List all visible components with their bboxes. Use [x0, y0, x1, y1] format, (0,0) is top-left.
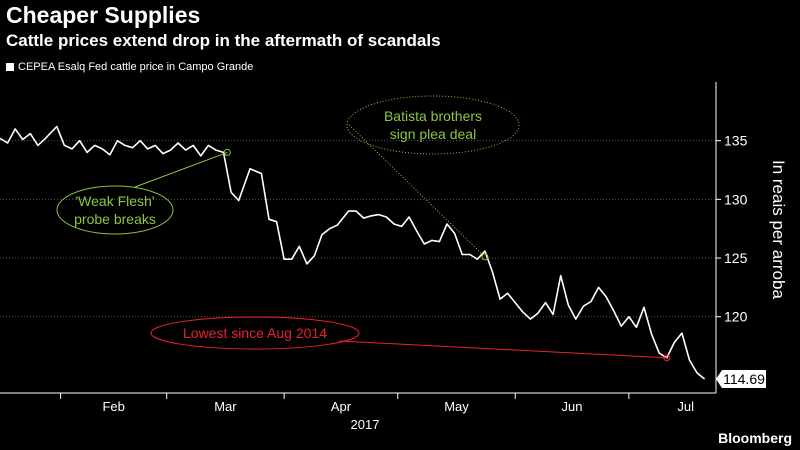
y-tick-label: 120	[724, 309, 748, 325]
x-tick-label: Feb	[102, 399, 124, 414]
x-tick-label: May	[444, 399, 469, 414]
annotation-text: Batista brothers	[384, 108, 482, 124]
x-tick-label: Jul	[677, 399, 694, 414]
series-line	[0, 125, 706, 380]
annotation-text: 'Weak Flesh'	[75, 193, 154, 209]
x-axis-label: 2017	[351, 417, 380, 432]
annotation-leader	[348, 124, 486, 258]
bloomberg-logo: Bloomberg	[718, 430, 792, 446]
chart-subtitle: Cattle prices extend drop in the afterma…	[6, 31, 441, 50]
annotation-marker	[663, 354, 671, 362]
y-tick-label: 130	[724, 191, 748, 207]
annotation-text: Lowest since Aug 2014	[183, 325, 327, 341]
x-tick-label: Jun	[562, 399, 583, 414]
annotation-bubble	[346, 95, 520, 155]
legend-swatch	[6, 63, 14, 71]
chart-legend: CEPEA Esalq Fed cattle price in Campo Gr…	[6, 61, 253, 73]
x-tick-label: Apr	[331, 399, 352, 414]
annotation-marker	[223, 148, 231, 156]
last-value-label: 114.69	[723, 371, 765, 387]
y-tick-label: 125	[724, 250, 748, 266]
annotation-leader	[338, 340, 667, 359]
annotation-marker	[481, 253, 489, 261]
last-value-badge	[716, 370, 766, 389]
chart-title: Cheaper Supplies	[6, 2, 201, 28]
annotation-text: probe breaks	[74, 211, 156, 227]
annotation-text: sign plea deal	[390, 126, 476, 142]
annotation-bubble	[56, 185, 174, 235]
annotation-bubble	[150, 316, 360, 350]
legend-label: CEPEA Esalq Fed cattle price in Campo Gr…	[18, 61, 254, 73]
annotation-leader	[134, 151, 228, 188]
y-tick-label: 135	[724, 133, 748, 149]
x-tick-label: Mar	[214, 399, 237, 414]
